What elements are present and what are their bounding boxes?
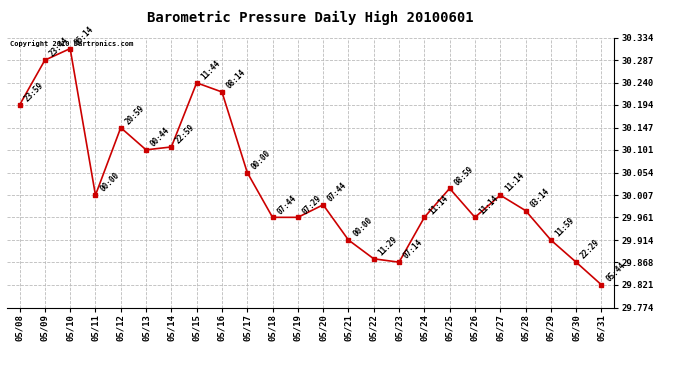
Text: 07:29: 07:29 <box>301 193 324 216</box>
Text: 11:59: 11:59 <box>553 216 576 238</box>
Text: 08:59: 08:59 <box>453 164 475 187</box>
Text: 07:14: 07:14 <box>402 238 424 261</box>
Text: 05:44: 05:44 <box>604 261 627 284</box>
Text: 23:59: 23:59 <box>22 81 45 104</box>
Text: 00:00: 00:00 <box>351 216 374 238</box>
Text: 22:59: 22:59 <box>174 123 197 146</box>
Text: 23:44: 23:44 <box>48 36 70 59</box>
Text: Copyright 2010 Dartronics.com: Copyright 2010 Dartronics.com <box>10 40 133 47</box>
Text: 11:14: 11:14 <box>503 171 526 194</box>
Text: 20:59: 20:59 <box>124 104 146 126</box>
Text: 07:44: 07:44 <box>326 181 348 203</box>
Text: Barometric Pressure Daily High 20100601: Barometric Pressure Daily High 20100601 <box>147 11 474 26</box>
Text: 00:00: 00:00 <box>98 171 121 194</box>
Text: 07:44: 07:44 <box>275 193 298 216</box>
Text: 06:14: 06:14 <box>73 24 96 47</box>
Text: 11:14: 11:14 <box>427 193 450 216</box>
Text: 00:00: 00:00 <box>250 148 273 171</box>
Text: 11:14: 11:14 <box>477 193 500 216</box>
Text: 11:44: 11:44 <box>199 59 222 81</box>
Text: 00:44: 00:44 <box>149 126 172 148</box>
Text: 22:29: 22:29 <box>579 238 602 261</box>
Text: 08:14: 08:14 <box>225 68 248 91</box>
Text: 11:29: 11:29 <box>377 235 400 257</box>
Text: 03:14: 03:14 <box>529 186 551 209</box>
